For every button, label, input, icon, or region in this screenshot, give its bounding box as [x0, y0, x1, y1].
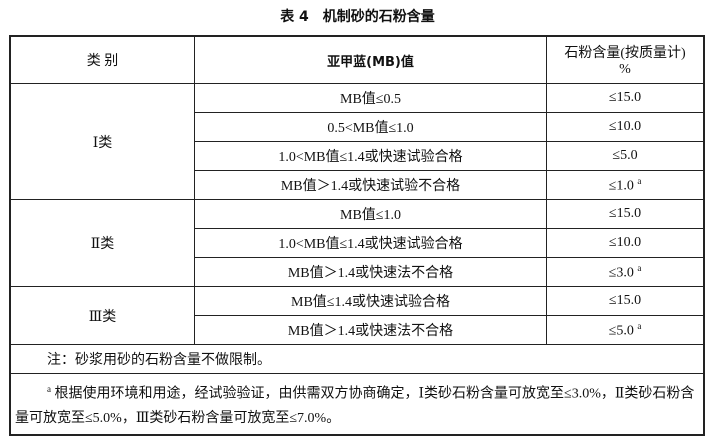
footnote-mark: a: [637, 320, 642, 331]
content-cell: ≤15.0: [546, 286, 705, 316]
table-row: Ⅱ类 MB值≤1.0 ≤15.0: [9, 199, 705, 287]
content-value: ≤15.0: [608, 293, 642, 308]
mb-cell: 0.5<MB值≤1.0: [194, 112, 547, 142]
mb-cell: 1.0<MB值≤1.4或快速试验合格: [194, 228, 547, 258]
content-cell: ≤5.0: [546, 141, 705, 171]
mb-cell: 1.0<MB值≤1.4或快速试验合格: [194, 141, 547, 171]
content-value: ≤10.0: [608, 119, 642, 134]
table-row: Ⅲ类 MB值≤1.4或快速试验合格 ≤15.0: [9, 286, 705, 345]
header-content: 石粉含量(按质量计)%: [546, 35, 705, 84]
note-text: 注：砂浆用砂的石粉含量不做限制。: [9, 344, 705, 374]
footnote-row: a 根据使用环境和用途，经试验验证，由供需双方协商确定，Ⅰ类砂石粉含量可放宽至≤…: [9, 372, 705, 436]
header-mb: 亚甲蓝(MB)值: [194, 35, 547, 84]
category-cell: Ⅱ类: [9, 199, 195, 287]
footnote-cell: a 根据使用环境和用途，经试验验证，由供需双方协商确定，Ⅰ类砂石粉含量可放宽至≤…: [9, 372, 705, 436]
content-value: ≤3.0: [608, 265, 634, 281]
content-cell: ≤5.0 a: [546, 315, 705, 345]
content-value: ≤5.0: [612, 148, 638, 163]
table-row: MB值＞1.4或快速试验不合格 ≤1.0 a: [10, 170, 705, 200]
category-cell: Ⅲ类: [9, 286, 195, 345]
mb-cell: MB值≤1.4或快速试验合格: [194, 286, 547, 316]
content-value: ≤10.0: [608, 235, 642, 250]
footnote-text: 根据使用环境和用途，经试验验证，由供需双方协商确定，Ⅰ类砂石粉含量可放宽至≤3.…: [15, 386, 695, 426]
content-value: ≤1.0: [608, 178, 634, 194]
table-title: 表 4 机制砂的石粉含量: [280, 9, 435, 25]
mb-cell: MB值≤0.5: [194, 83, 547, 113]
table-row: 0.5<MB值≤1.0 ≤10.0: [10, 112, 705, 142]
content-value: ≤5.0: [608, 323, 634, 339]
content-cell: ≤15.0: [546, 83, 705, 113]
footnote-mark: a: [637, 262, 642, 273]
table-row: 1.0<MB值≤1.4或快速试验合格 ≤10.0: [10, 228, 705, 258]
content-value: ≤15.0: [608, 90, 642, 105]
mb-cell: MB值＞1.4或快速试验不合格: [194, 170, 547, 200]
content-cell: ≤10.0: [546, 228, 705, 258]
table-row: Ⅰ类 MB值≤0.5 ≤15.0: [9, 83, 705, 200]
content-value: ≤15.0: [608, 206, 642, 221]
note-row: 注：砂浆用砂的石粉含量不做限制。: [9, 344, 705, 374]
mb-cell: MB值＞1.4或快速法不合格: [194, 315, 547, 345]
content-cell: ≤15.0: [546, 199, 705, 229]
footnote-mark: a: [637, 175, 642, 186]
footnote-mark: a: [47, 384, 51, 394]
header-content-line1: 石粉含量(按质量计): [564, 46, 686, 61]
header-category: 类 别: [9, 35, 195, 84]
table-row: MB值＞1.4或快速法不合格 ≤5.0 a: [10, 315, 705, 345]
stone-powder-table: 类 别 亚甲蓝(MB)值 石粉含量(按质量计)% Ⅰ类 MB值≤0.5 ≤15.0 0…: [9, 35, 705, 436]
table-row: MB值＞1.4或快速法不合格 ≤3.0 a: [10, 257, 705, 287]
category-cell: Ⅰ类: [9, 83, 195, 200]
header-row: 类 别 亚甲蓝(MB)值 石粉含量(按质量计)%: [9, 35, 705, 84]
mb-cell: MB值＞1.4或快速法不合格: [194, 257, 547, 287]
content-cell: ≤10.0: [546, 112, 705, 142]
content-cell: ≤3.0 a: [546, 257, 705, 287]
content-cell: ≤1.0 a: [546, 170, 705, 200]
header-content-unit: %: [619, 62, 631, 77]
mb-cell: MB值≤1.0: [194, 199, 547, 229]
